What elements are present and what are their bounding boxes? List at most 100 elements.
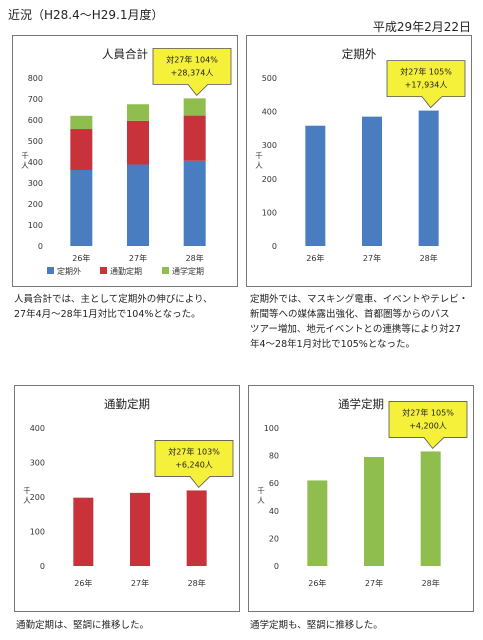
y-tick-label: 0: [272, 242, 277, 251]
chart-teikigai-panel: 定期外 0 100 200 300 400 500 千人 26年 27年 28年 対27年 105% +…: [246, 35, 472, 287]
y-axis-label-char-1: 千: [23, 485, 31, 495]
bar-27年: [362, 116, 382, 246]
callout-bubble: [152, 47, 232, 96]
note-teikigai: 定期外では、マスキング電車、イベントやテレビ・ 新聞等への媒体露出強化、首都圏等…: [250, 292, 482, 352]
bar-28年: [420, 451, 441, 566]
y-axis-label-char-2: 人: [257, 496, 265, 505]
y-tick-label: 100: [264, 424, 279, 433]
chart-title: 通学定期: [338, 397, 384, 411]
callout-line-1: 対27年 103%: [168, 446, 220, 456]
y-tick-label: 0: [40, 562, 45, 571]
x-tick-label: 26年: [74, 578, 92, 588]
note-total: 人員合計では、主として定期外の伸びにより、 27年4月～28年1月対比で104%…: [14, 292, 244, 322]
bar-27年: [130, 492, 150, 566]
y-tick-label: 20: [269, 534, 279, 543]
x-tick-label: 26年: [72, 253, 90, 263]
note-teikigai-line-1: 定期外では、マスキング電車、イベントやテレビ・: [250, 294, 469, 305]
x-tick-label: 27年: [363, 253, 381, 263]
y-tick-label: 400: [30, 424, 45, 433]
bar-26年-通学定期: [70, 115, 93, 130]
y-tick-label: 400: [262, 108, 277, 117]
x-tick-label: 28年: [188, 578, 206, 588]
callout-line-2: +28,374人: [171, 68, 214, 77]
note-tsugaku: 通学定期も、堅調に推移した。: [250, 618, 470, 633]
note-tsukin: 通勤定期は、堅調に推移した。: [16, 618, 236, 633]
y-tick-label: 200: [262, 175, 277, 184]
y-tick-label: 400: [28, 158, 43, 167]
y-tick-label: 0: [38, 242, 43, 251]
note-teikigai-line-4: 年4～28年1月対比で105%となった。: [250, 339, 416, 350]
bar-26年: [73, 497, 94, 566]
x-tick-label: 27年: [129, 253, 147, 263]
bar-27年-通勤定期: [127, 120, 149, 165]
chart-tsukin-panel: 通勤定期 0 100 200 300 400 千人 26年 27年 28年 対27年 103% +6,…: [14, 385, 240, 612]
y-tick-label: 60: [269, 479, 279, 488]
callout-line-1: 対27年 105%: [402, 407, 454, 417]
callout-bubble: [388, 401, 468, 450]
report-date: 平成29年2月22日: [372, 20, 471, 34]
bar-28年: [186, 490, 207, 566]
bar-28年: [418, 110, 439, 246]
chart-tsugaku-panel: 通学定期 0 20 40 60 80 100 千人 26年 27年 28年 対27年 105% +4,2…: [248, 385, 474, 612]
x-tick-label: 28年: [186, 253, 204, 263]
y-axis-label-char-1: 千: [255, 150, 263, 160]
chart-total: 人員合計 0 100 200 300 400 500 600 700 800 千人 26年 27年 28年…: [21, 47, 232, 276]
bar-27年-定期外: [127, 164, 149, 246]
y-tick-label: 100: [30, 528, 45, 537]
bar-26年-定期外: [70, 169, 93, 246]
note-teikigai-line-3: ツアー増加、地元イベントとの連携等により対27: [250, 324, 461, 335]
legend-label-通学定期: 通学定期: [172, 266, 204, 276]
callout-line-1: 対27年 105%: [400, 67, 452, 77]
y-tick-label: 300: [30, 459, 45, 468]
y-tick-label: 300: [28, 179, 43, 188]
note-tsukin-line-1: 通勤定期は、堅調に推移した。: [16, 620, 150, 631]
callout-line-2: +6,240人: [175, 460, 213, 469]
report-period: 近況（H28.4～H29.1月度）: [8, 8, 164, 22]
x-tick-label: 28年: [422, 578, 440, 588]
x-tick-label: 27年: [365, 578, 383, 588]
y-tick-label: 200: [30, 493, 45, 502]
legend-label-定期外: 定期外: [57, 266, 81, 276]
chart-tsukin: 通勤定期 0 100 200 300 400 千人 26年 27年 28年 対27年 103% +6,…: [23, 397, 234, 588]
note-total-line-1: 人員合計では、主として定期外の伸びにより、: [14, 294, 213, 305]
bar-26年: [305, 125, 326, 246]
y-axis-label-char-1: 千: [257, 485, 265, 495]
chart-title: 人員合計: [102, 47, 148, 61]
chart-title: 通勤定期: [104, 397, 150, 411]
chart-total-panel: 人員合計 0 100 200 300 400 500 600 700 800 千人 26年 27年 28年…: [12, 35, 238, 287]
x-tick-label: 27年: [131, 578, 149, 588]
y-axis-label-char-2: 人: [21, 161, 29, 170]
callout-line-2: +17,934人: [405, 81, 448, 90]
callout-bubble: [386, 60, 466, 109]
y-axis-label-char-2: 人: [23, 496, 31, 505]
x-tick-label: 28年: [420, 253, 438, 263]
note-teikigai-line-2: 新聞等への媒体露出強化、首都圏等からのバス: [250, 309, 450, 320]
bar-26年-通勤定期: [70, 129, 93, 170]
bar-28年-通学定期: [183, 98, 206, 116]
y-tick-label: 600: [28, 116, 43, 125]
y-tick-label: 100: [262, 208, 277, 217]
x-tick-label: 26年: [308, 578, 326, 588]
bar-28年-定期外: [183, 160, 206, 246]
bar-27年-通学定期: [127, 104, 149, 121]
callout-bubble: [154, 440, 234, 489]
y-tick-label: 200: [28, 200, 43, 209]
chart-teikigai: 定期外 0 100 200 300 400 500 千人 26年 27年 28年 対27年 105% +…: [255, 47, 466, 263]
note-total-line-2: 27年4月～28年1月対比で104%となった。: [14, 309, 201, 320]
legend-swatch-通学定期: [162, 267, 169, 274]
y-tick-label: 500: [28, 137, 43, 146]
y-tick-label: 300: [262, 141, 277, 150]
y-tick-label: 700: [28, 95, 43, 104]
chart-title: 定期外: [342, 47, 377, 61]
bar-26年: [307, 480, 328, 566]
note-tsugaku-line-1: 通学定期も、堅調に推移した。: [250, 620, 383, 631]
legend-label-通勤定期: 通勤定期: [110, 266, 142, 276]
bar-28年-通勤定期: [183, 115, 206, 161]
legend-swatch-定期外: [47, 267, 54, 274]
y-tick-label: 100: [28, 221, 43, 230]
y-axis-label-char-1: 千: [21, 150, 29, 160]
y-tick-label: 500: [262, 74, 277, 83]
callout-line-1: 対27年 104%: [166, 54, 218, 64]
callout-line-2: +4,200人: [409, 421, 447, 430]
y-tick-label: 800: [28, 74, 43, 83]
